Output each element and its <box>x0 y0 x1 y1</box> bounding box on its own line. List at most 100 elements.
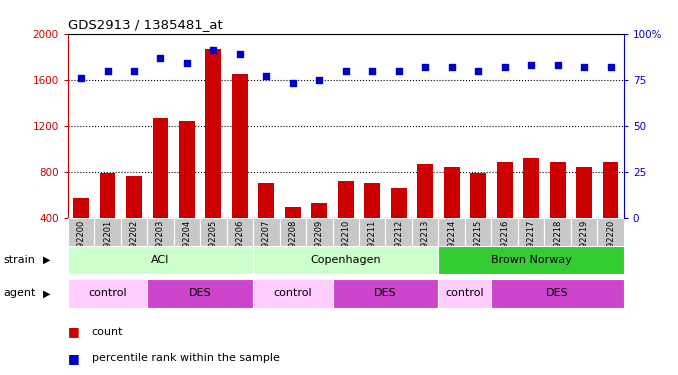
Text: Copenhagen: Copenhagen <box>311 255 381 265</box>
Text: GSM92202: GSM92202 <box>129 220 138 265</box>
Text: percentile rank within the sample: percentile rank within the sample <box>92 353 279 363</box>
Text: GSM92213: GSM92213 <box>421 220 430 266</box>
Text: GSM92208: GSM92208 <box>288 220 298 266</box>
Bar <box>359 217 386 268</box>
Bar <box>338 181 354 218</box>
Text: GSM92209: GSM92209 <box>315 220 324 265</box>
Bar <box>121 217 147 268</box>
Point <box>499 64 510 70</box>
Bar <box>576 167 592 218</box>
Text: GSM92207: GSM92207 <box>262 220 271 266</box>
Bar <box>126 176 142 218</box>
Bar <box>205 49 221 217</box>
Text: GSM92215: GSM92215 <box>474 220 483 265</box>
Point <box>314 77 325 83</box>
Bar <box>603 162 618 218</box>
Text: Brown Norway: Brown Norway <box>491 255 572 265</box>
Bar <box>439 246 624 274</box>
Text: GDS2913 / 1385481_at: GDS2913 / 1385481_at <box>68 18 222 31</box>
Bar <box>68 246 253 274</box>
Point <box>76 75 87 81</box>
Text: ACI: ACI <box>151 255 170 265</box>
Point <box>446 64 457 70</box>
Text: agent: agent <box>3 288 36 298</box>
Bar <box>147 217 174 268</box>
Bar <box>518 217 544 268</box>
Point <box>155 55 166 61</box>
Bar <box>279 217 306 268</box>
Bar <box>571 217 597 268</box>
Text: DES: DES <box>189 288 212 298</box>
Point <box>208 47 219 53</box>
Text: strain: strain <box>3 255 35 265</box>
Bar <box>253 217 279 268</box>
Bar <box>443 167 460 218</box>
Point <box>605 64 616 70</box>
Text: control: control <box>445 288 484 298</box>
Text: GSM92211: GSM92211 <box>367 220 377 265</box>
Bar <box>597 217 624 268</box>
Bar <box>523 158 539 218</box>
Point <box>129 68 140 74</box>
Text: ▶: ▶ <box>43 288 50 298</box>
Text: GSM92218: GSM92218 <box>553 220 562 266</box>
Point <box>578 64 589 70</box>
Text: GSM92217: GSM92217 <box>527 220 536 266</box>
Text: DES: DES <box>546 288 569 298</box>
Bar <box>179 121 195 218</box>
Text: control: control <box>88 288 127 298</box>
Bar <box>311 202 327 217</box>
Text: control: control <box>273 288 312 298</box>
Bar <box>386 217 412 268</box>
Bar <box>285 207 301 218</box>
Text: GSM92204: GSM92204 <box>182 220 191 265</box>
Text: GSM92210: GSM92210 <box>341 220 351 265</box>
Bar <box>226 217 253 268</box>
Text: GSM92201: GSM92201 <box>103 220 112 265</box>
Text: GSM92205: GSM92205 <box>209 220 218 265</box>
Point <box>393 68 404 74</box>
Bar <box>391 188 407 218</box>
Bar <box>100 173 115 217</box>
Bar <box>306 217 332 268</box>
Text: GSM92216: GSM92216 <box>500 220 509 266</box>
Bar <box>147 279 253 308</box>
Text: ▶: ▶ <box>43 255 50 265</box>
Bar <box>492 217 518 268</box>
Point <box>340 68 351 74</box>
Bar <box>153 118 168 218</box>
Bar <box>94 217 121 268</box>
Point <box>367 68 378 74</box>
Point <box>552 62 563 68</box>
Point <box>102 68 113 74</box>
Text: ■: ■ <box>68 352 79 364</box>
Bar <box>68 217 94 268</box>
Bar <box>200 217 226 268</box>
Bar <box>258 183 275 218</box>
Bar <box>544 217 571 268</box>
Text: ■: ■ <box>68 326 79 338</box>
Point <box>420 64 431 70</box>
Bar <box>364 183 380 218</box>
Bar <box>68 279 147 308</box>
Bar <box>232 74 248 217</box>
Bar <box>253 279 332 308</box>
Bar <box>497 162 513 218</box>
Text: DES: DES <box>374 288 397 298</box>
Point <box>525 62 536 68</box>
Text: GSM92203: GSM92203 <box>156 220 165 266</box>
Bar <box>550 162 565 218</box>
Point <box>261 73 272 79</box>
Bar <box>174 217 200 268</box>
Text: GSM92220: GSM92220 <box>606 220 615 265</box>
Text: GSM92219: GSM92219 <box>580 220 589 265</box>
Text: GSM92214: GSM92214 <box>447 220 456 265</box>
Bar <box>73 198 89 217</box>
Point <box>473 68 483 74</box>
Bar <box>465 217 492 268</box>
Bar <box>417 164 433 218</box>
Bar <box>332 279 439 308</box>
Bar <box>332 217 359 268</box>
Point <box>182 60 193 66</box>
Text: GSM92212: GSM92212 <box>394 220 403 265</box>
